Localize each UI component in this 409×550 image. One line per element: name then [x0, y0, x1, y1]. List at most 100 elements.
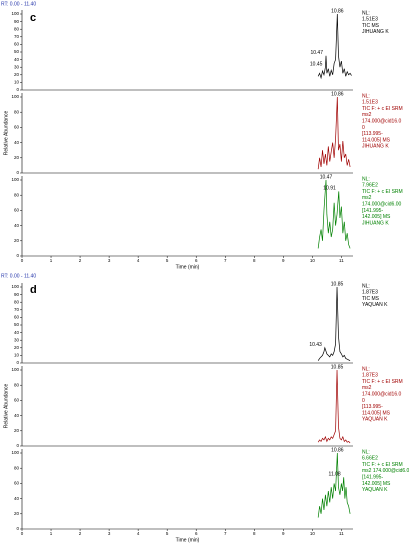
y-tick-label: 60 [14, 42, 20, 47]
trace [317, 452, 351, 518]
range-header: RT: 0.00 - 11.40 [1, 273, 36, 279]
peak-label: 10.85 [331, 281, 344, 287]
trace-info: [113.995- [362, 404, 383, 410]
trace-info: 114.005] MS [362, 410, 391, 416]
peak-label: 10.86 [331, 91, 344, 97]
trace-info: 1.51E3 [362, 100, 378, 106]
x-tick-label: 5 [166, 531, 169, 536]
x-tick-label: 10 [310, 531, 316, 536]
x-tick-label: 4 [137, 531, 140, 536]
y-tick-label: 100 [11, 177, 19, 182]
y-tick-label: 60 [14, 315, 20, 320]
trace-info: NL: [362, 10, 370, 16]
trace-info: [113.995- [362, 131, 383, 137]
y-tick-label: 20 [14, 428, 20, 433]
trace-info: YAQUAN K [362, 417, 388, 423]
y-tick-label: 80 [14, 26, 20, 31]
x-tick-label: 2 [79, 531, 82, 536]
trace-info: 1.87E3 [362, 290, 378, 296]
trace-info: 0 [362, 125, 365, 131]
peak-label: 10.47 [320, 174, 333, 180]
trace-info: JIHUANG K [362, 144, 389, 150]
x-tick-label: 1 [50, 258, 53, 263]
y-tick-label: 50 [14, 322, 20, 327]
trace-info: [141.995- [362, 475, 383, 481]
y-tick-label: 70 [14, 307, 20, 312]
y-tick-label: 80 [14, 465, 20, 470]
y-tick-label: 30 [14, 337, 20, 342]
x-tick-label: 11 [339, 258, 344, 263]
x-tick-label: 3 [108, 258, 111, 263]
trace-info: 142.005] MS [362, 214, 391, 220]
x-axis-label: Time (min) [176, 264, 200, 270]
trace-info: 174.000@cid6.00 [362, 202, 401, 208]
trace [317, 286, 351, 362]
y-tick-label: 60 [14, 125, 20, 130]
y-tick-label: 20 [14, 155, 20, 160]
trace-info: 114.005] MS [362, 137, 391, 143]
trace-info: JIHUANG K [362, 220, 389, 226]
y-tick-label: 20 [14, 72, 20, 77]
y-tick-label: 60 [14, 398, 20, 403]
trace-info: 142.005] MS [362, 481, 391, 487]
y-tick-label: 100 [11, 450, 19, 455]
x-tick-label: 9 [282, 258, 285, 263]
x-tick-label: 8 [253, 258, 256, 263]
y-tick-label: 40 [14, 330, 20, 335]
x-tick-label: 9 [282, 531, 285, 536]
trace-info: YAQUAN K [362, 302, 388, 308]
y-tick-label: 90 [14, 19, 20, 24]
y-tick-label: 20 [14, 345, 20, 350]
trace-info: 174.000@cid16.0 [362, 119, 401, 125]
y-tick-label: 20 [14, 238, 20, 243]
peak-label: 10.47 [310, 50, 323, 56]
range-header: RT: 0.00 - 11.40 [1, 1, 36, 7]
x-tick-label: 0 [21, 258, 24, 263]
peak-label: 11.08 [329, 472, 341, 478]
y-tick-label: 0 [16, 443, 19, 448]
trace [317, 96, 351, 170]
x-tick-label: 11 [339, 531, 344, 536]
trace-info: 1.87E3 [362, 373, 378, 379]
trace-info: 0 [362, 398, 365, 404]
y-tick-label: 60 [14, 481, 20, 486]
y-tick-label: 60 [14, 208, 20, 213]
trace-info: YAQUAN K [362, 487, 388, 493]
y-tick-label: 80 [14, 382, 20, 387]
y-tick-label: 80 [14, 192, 20, 197]
y-tick-label: 100 [11, 11, 19, 16]
y-axis-label: Relative Abundance [3, 384, 9, 429]
peak-label: 10.43 [309, 342, 322, 348]
trace-info: TIC MS [362, 296, 380, 302]
x-tick-label: 8 [253, 531, 256, 536]
y-tick-label: 20 [14, 511, 20, 516]
trace [317, 179, 351, 249]
trace-info: 6.66E2 [362, 456, 378, 462]
trace-info: NL: [362, 283, 370, 289]
peak-label: 10.86 [331, 447, 344, 453]
panel-label: c [30, 12, 36, 24]
trace-info: ms2 [362, 112, 372, 118]
trace-info: 1.51E3 [362, 17, 378, 23]
y-tick-label: 0 [16, 360, 19, 365]
x-tick-label: 4 [137, 258, 140, 263]
x-tick-label: 10 [310, 258, 316, 263]
y-tick-label: 90 [14, 292, 20, 297]
trace-info: 174.000@cid16.0 [362, 392, 401, 398]
trace-info: ms2 [362, 195, 372, 201]
trace-info: JIHUANG K [362, 29, 389, 35]
trace-info: ms2 [362, 385, 372, 391]
y-tick-label: 50 [14, 49, 20, 54]
y-tick-label: 0 [16, 87, 19, 92]
trace-info: TIC F: + c EI SRM [362, 462, 403, 468]
trace-info: TIC F: + c EI SRM [362, 106, 403, 112]
y-tick-label: 30 [14, 64, 20, 69]
x-tick-label: 1 [50, 531, 53, 536]
y-tick-label: 80 [14, 109, 20, 114]
x-tick-label: 6 [195, 531, 198, 536]
x-tick-label: 0 [21, 531, 24, 536]
x-tick-label: 7 [224, 258, 227, 263]
